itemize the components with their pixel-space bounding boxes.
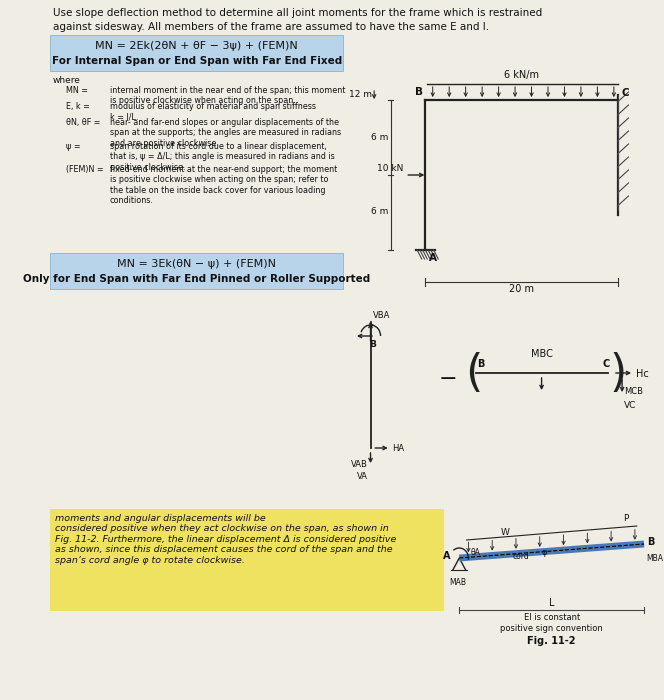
Text: W: W: [501, 528, 509, 537]
Text: ): ): [610, 351, 627, 395]
Text: where: where: [53, 76, 81, 85]
Text: C: C: [603, 359, 610, 369]
Text: −: −: [439, 369, 457, 389]
Text: MAB: MAB: [449, 578, 466, 587]
Text: 6 m: 6 m: [371, 207, 388, 216]
Text: C: C: [622, 88, 629, 98]
Text: MBA: MBA: [646, 554, 663, 563]
Text: VBA: VBA: [373, 311, 390, 320]
Text: moments and angular displacements will be
considered positive when they act cloc: moments and angular displacements will b…: [55, 514, 396, 565]
Text: ψ =: ψ =: [66, 142, 80, 151]
Text: MCB: MCB: [624, 387, 643, 396]
Text: (FEM)N =: (FEM)N =: [66, 165, 104, 174]
Text: B: B: [647, 537, 654, 547]
Text: MN = 2Ek(2θN + θF − 3ψ) + (FEM)N: MN = 2Ek(2θN + θF − 3ψ) + (FEM)N: [96, 41, 298, 51]
Text: MN =: MN =: [66, 86, 88, 95]
Text: VA: VA: [357, 472, 368, 481]
Text: 10 kN: 10 kN: [377, 164, 404, 173]
Text: cord: cord: [513, 552, 529, 561]
FancyBboxPatch shape: [50, 253, 343, 289]
Text: Hc: Hc: [636, 369, 649, 379]
Text: Fig. 11-2: Fig. 11-2: [527, 636, 576, 646]
Text: positive sign convention: positive sign convention: [500, 624, 603, 633]
Text: (: (: [465, 351, 482, 395]
Text: internal moment in the near end of the span; this moment
is positive clockwise w: internal moment in the near end of the s…: [110, 86, 345, 106]
Text: against sidesway. All members of the frame are assumed to have the same E and I.: against sidesway. All members of the fra…: [53, 22, 489, 32]
Text: Only for End Span with Far End Pinned or Roller Supported: Only for End Span with Far End Pinned or…: [23, 274, 371, 284]
Text: EI is constant: EI is constant: [523, 613, 580, 622]
Text: near- and far-end slopes or angular displacements of the
span at the supports; t: near- and far-end slopes or angular disp…: [110, 118, 341, 148]
Text: B: B: [477, 359, 485, 369]
Text: fixed-end moment at the near-end support; the moment
is positive clockwise when : fixed-end moment at the near-end support…: [110, 165, 337, 205]
FancyBboxPatch shape: [50, 35, 343, 71]
Text: θN, θF =: θN, θF =: [66, 118, 100, 127]
Text: A: A: [429, 253, 437, 263]
Text: modulus of elasticity of material and span stiffness
k = I/L.: modulus of elasticity of material and sp…: [110, 102, 316, 121]
Text: MN = 3Ek(θN − ψ) + (FEM)N: MN = 3Ek(θN − ψ) + (FEM)N: [118, 259, 276, 269]
Text: VAB: VAB: [351, 460, 368, 469]
Text: HA: HA: [392, 444, 404, 453]
Text: φ: φ: [542, 548, 547, 557]
Text: B: B: [369, 340, 376, 349]
FancyBboxPatch shape: [50, 509, 444, 611]
Text: 12 m: 12 m: [349, 90, 373, 99]
Text: Use slope deflection method to determine all joint moments for the frame which i: Use slope deflection method to determine…: [53, 8, 542, 18]
Text: P: P: [623, 514, 628, 523]
Text: A: A: [443, 551, 450, 561]
Text: For Internal Span or End Span with Far End Fixed: For Internal Span or End Span with Far E…: [52, 56, 342, 66]
Text: E, k =: E, k =: [66, 102, 90, 111]
Text: 6 kN/m: 6 kN/m: [504, 70, 539, 80]
Text: MBC: MBC: [531, 349, 552, 359]
Text: L: L: [549, 598, 554, 608]
Text: 6 m: 6 m: [371, 132, 388, 141]
Text: 20 m: 20 m: [509, 284, 534, 294]
Text: θA: θA: [470, 548, 480, 557]
Text: VC: VC: [624, 401, 636, 410]
Text: span rotation of its cord due to a linear displacement,
that is, ψ = Δ/L; this a: span rotation of its cord due to a linea…: [110, 142, 335, 172]
Text: B: B: [414, 87, 423, 97]
